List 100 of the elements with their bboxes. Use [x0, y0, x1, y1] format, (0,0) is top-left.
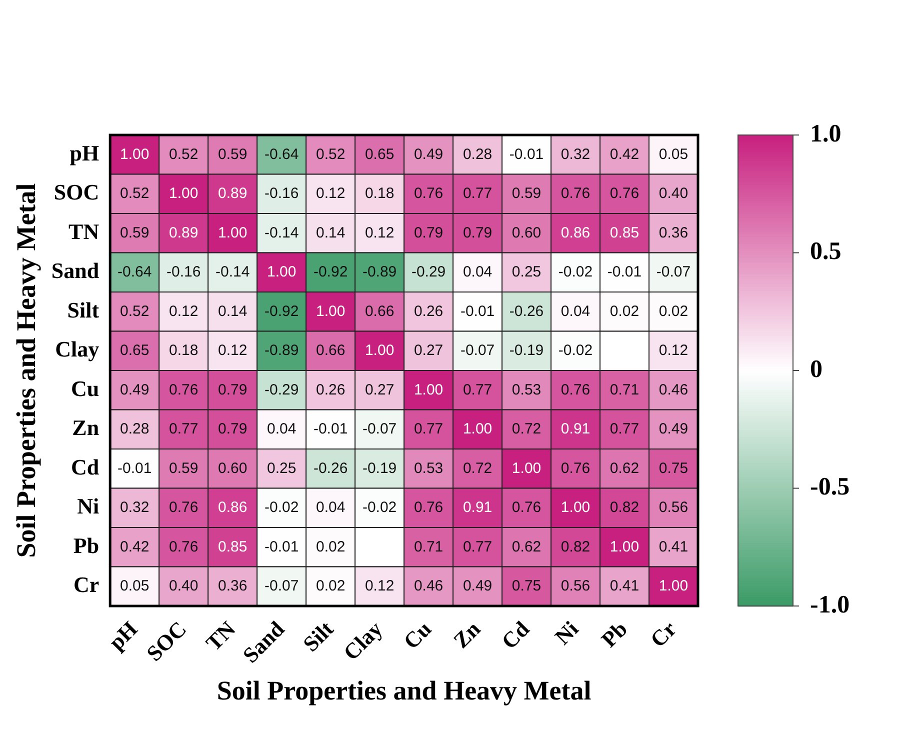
x-tick-label: Clay [338, 616, 388, 666]
data-label: 0.79 [218, 420, 248, 438]
data-label: 0.59 [512, 185, 542, 202]
data-label: -0.01 [313, 420, 348, 438]
data-label: 1.00 [658, 578, 688, 595]
data-label: 0.12 [364, 224, 394, 242]
data-label: 0.72 [512, 420, 542, 438]
x-tick-label: Ni [550, 616, 584, 650]
data-label: 0.41 [658, 538, 688, 556]
data-label: 0.89 [218, 185, 248, 202]
data-label: 0.76 [560, 381, 590, 398]
data-label: 0.82 [560, 538, 590, 556]
data-label: -0.07 [264, 578, 299, 595]
data-label: 0.04 [266, 420, 296, 438]
data-label: 0.02 [610, 302, 640, 320]
data-label: 0.04 [462, 264, 492, 281]
data-label: 0.79 [218, 381, 248, 398]
data-label: -0.01 [264, 538, 299, 556]
data-label: 0.53 [414, 460, 444, 477]
y-tick-label: Clay [55, 336, 100, 362]
data-label: 1.00 [120, 146, 150, 163]
data-label: -0.02 [558, 264, 593, 281]
data-label: 0.75 [658, 460, 688, 477]
color-bar-label: 0 [810, 356, 822, 383]
data-label: 0.59 [218, 146, 248, 163]
data-label: 0.53 [512, 381, 542, 398]
data-label: 0.04 [560, 302, 590, 320]
data-label: 0.85 [610, 224, 640, 242]
data-label: 0.86 [218, 499, 248, 516]
data-label: 0.49 [120, 381, 150, 398]
data-label: 0.79 [462, 224, 492, 242]
data-label: 0.40 [658, 185, 688, 202]
data-label: 0.41 [610, 578, 640, 595]
y-tick-label: Cr [73, 572, 100, 598]
x-tick-label: Pb [596, 616, 632, 652]
data-label: 0.77 [462, 538, 492, 556]
data-label: 0.52 [120, 302, 150, 320]
data-label: 1.00 [218, 224, 248, 242]
data-label: 0.66 [364, 302, 394, 320]
data-label: 0.25 [266, 460, 296, 477]
data-label: 0.12 [364, 578, 394, 595]
color-bar-label: 1.0 [810, 120, 842, 148]
y-tick-label: Sand [51, 258, 100, 284]
data-label: 0.91 [560, 420, 590, 438]
data-label: 0.27 [414, 342, 444, 360]
color-bar-label: -1.0 [810, 591, 850, 618]
data-label: 0.04 [316, 499, 346, 516]
data-label: 0.18 [168, 342, 198, 360]
data-label: 0.42 [610, 146, 640, 163]
data-label: 0.71 [610, 381, 640, 398]
data-label: 0.12 [316, 185, 346, 202]
y-tick-label: SOC [54, 180, 100, 205]
data-label: 0.76 [512, 499, 542, 516]
data-label: 0.79 [414, 224, 444, 242]
data-label: 0.89 [168, 224, 198, 242]
data-label: 0.52 [316, 146, 346, 163]
data-label: 0.28 [120, 420, 150, 438]
data-label: 0.76 [168, 381, 198, 398]
data-label: -0.02 [264, 499, 299, 516]
data-label: 0.12 [658, 342, 688, 360]
data-label: -0.07 [460, 342, 495, 360]
y-tick-label: TN [68, 218, 100, 244]
data-label: 0.14 [218, 302, 248, 320]
data-label: 0.56 [560, 578, 590, 595]
data-label: -0.07 [362, 420, 397, 438]
color-bar-label: -0.5 [810, 474, 850, 501]
data-label: 1.00 [168, 185, 198, 202]
data-label: 0.60 [218, 460, 248, 477]
data-label: -0.02 [558, 342, 593, 360]
data-label: 0.42 [120, 538, 150, 556]
data-label: 0.36 [218, 578, 248, 595]
data-label: 0.28 [462, 146, 492, 163]
data-label: 0.36 [658, 224, 688, 242]
data-label: 0.46 [658, 381, 688, 398]
data-label: 1.00 [266, 264, 296, 281]
y-tick-label: Zn [72, 415, 100, 440]
data-label: -0.01 [118, 460, 152, 477]
data-label: -0.64 [118, 264, 152, 281]
data-label: 0.52 [120, 185, 150, 202]
data-label: 0.40 [168, 578, 198, 595]
data-label: -0.19 [509, 342, 544, 360]
x-tick-label: Zn [448, 616, 486, 653]
data-label: -0.16 [264, 185, 299, 202]
y-tick-label: pH [70, 140, 100, 166]
data-label: 0.26 [414, 302, 444, 320]
data-label: -0.26 [313, 460, 348, 477]
x-tick-label: Silt [298, 616, 339, 656]
data-label: 1.00 [414, 381, 444, 398]
x-axis-title: Soil Properties and Heavy Metal [216, 676, 592, 706]
data-label: 0.05 [658, 146, 688, 163]
data-label: 0.76 [560, 185, 590, 202]
data-label: 0.65 [120, 342, 150, 360]
data-label: 0.52 [168, 146, 198, 163]
y-tick-label: Ni [77, 494, 100, 519]
data-label: 0.76 [168, 499, 198, 516]
data-label: 0.62 [512, 538, 542, 556]
data-label: 0.77 [610, 420, 640, 438]
data-label: 0.76 [414, 499, 444, 516]
data-label: 0.77 [168, 420, 198, 438]
y-tick-label: Cu [70, 376, 100, 401]
